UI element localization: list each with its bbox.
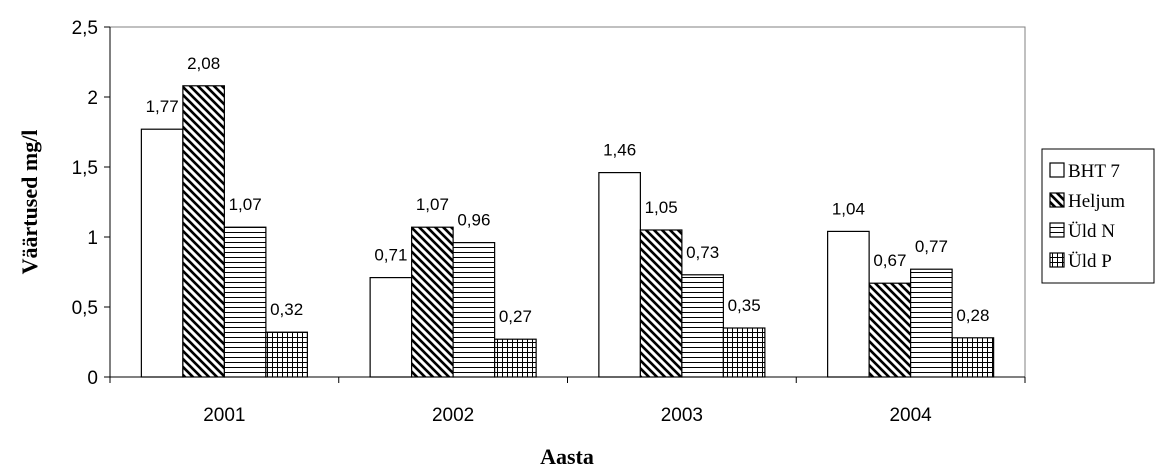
legend-swatch [1049, 222, 1065, 238]
y-tick-label: 2 [87, 88, 98, 109]
data-label: 1,05 [645, 198, 678, 217]
bar [140, 128, 184, 378]
y-tick-label: 1,5 [72, 158, 98, 179]
data-label: 0,77 [915, 237, 948, 256]
y-tick-label: 2,5 [72, 18, 98, 39]
legend-swatch [1049, 192, 1065, 208]
bar [369, 277, 413, 378]
x-tick-label: 2004 [889, 405, 932, 426]
bar [681, 274, 724, 378]
legend-swatch [1049, 162, 1065, 178]
bar [223, 226, 267, 378]
legend-label: Heljum [1068, 191, 1125, 212]
legend: BHT 7 Heljum Üld N Üld P [1041, 148, 1155, 284]
bar [265, 331, 308, 378]
data-label: 0,73 [686, 243, 719, 262]
y-tick-label: 0 [87, 368, 98, 389]
data-label: 0,96 [457, 211, 490, 230]
bar [910, 268, 953, 378]
legend-label: BHT 7 [1068, 161, 1120, 182]
legend-label: Üld P [1068, 251, 1112, 272]
x-tick-label: 2002 [432, 405, 474, 426]
bar [639, 229, 683, 378]
data-label: 2,08 [187, 54, 220, 73]
bar [598, 172, 641, 378]
bar [494, 338, 537, 378]
data-label: 1,46 [603, 141, 636, 160]
bar [827, 230, 870, 378]
data-label: 0,67 [873, 251, 906, 270]
x-axis: 2001 2002 2003 2004 [109, 376, 1026, 426]
y-tick-label: 0,5 [72, 298, 98, 319]
data-label: 0,27 [499, 307, 532, 326]
bar [951, 337, 995, 378]
data-label: 1,77 [146, 97, 179, 116]
y-axis: 0 0,5 1 1,5 2 2,5 [72, 18, 111, 389]
bar [722, 327, 766, 378]
y-axis-title: Väärtused mg/l [17, 130, 42, 275]
x-axis-title: Aasta [540, 444, 594, 469]
y-tick-label: 1 [87, 228, 98, 249]
data-label: 1,07 [416, 195, 449, 214]
data-label: 0,28 [956, 306, 989, 325]
data-labels: 1,77 0,71 1,46 1,04 2,08 1,07 1,05 0,67 1,07 0,96… [146, 54, 990, 326]
x-tick-label: 2003 [661, 405, 703, 426]
data-label: 1,04 [832, 199, 865, 218]
bar [411, 226, 454, 378]
data-label: 0,35 [728, 296, 761, 315]
data-label: 0,71 [374, 246, 407, 265]
data-label: 1,07 [229, 195, 262, 214]
x-tick-label: 2001 [203, 405, 245, 426]
bar [868, 282, 912, 378]
legend-label: Üld N [1068, 221, 1115, 242]
bar [182, 85, 225, 378]
bar [452, 242, 496, 378]
data-label: 0,32 [270, 300, 303, 319]
legend-swatch [1049, 252, 1065, 268]
bars [140, 85, 995, 378]
